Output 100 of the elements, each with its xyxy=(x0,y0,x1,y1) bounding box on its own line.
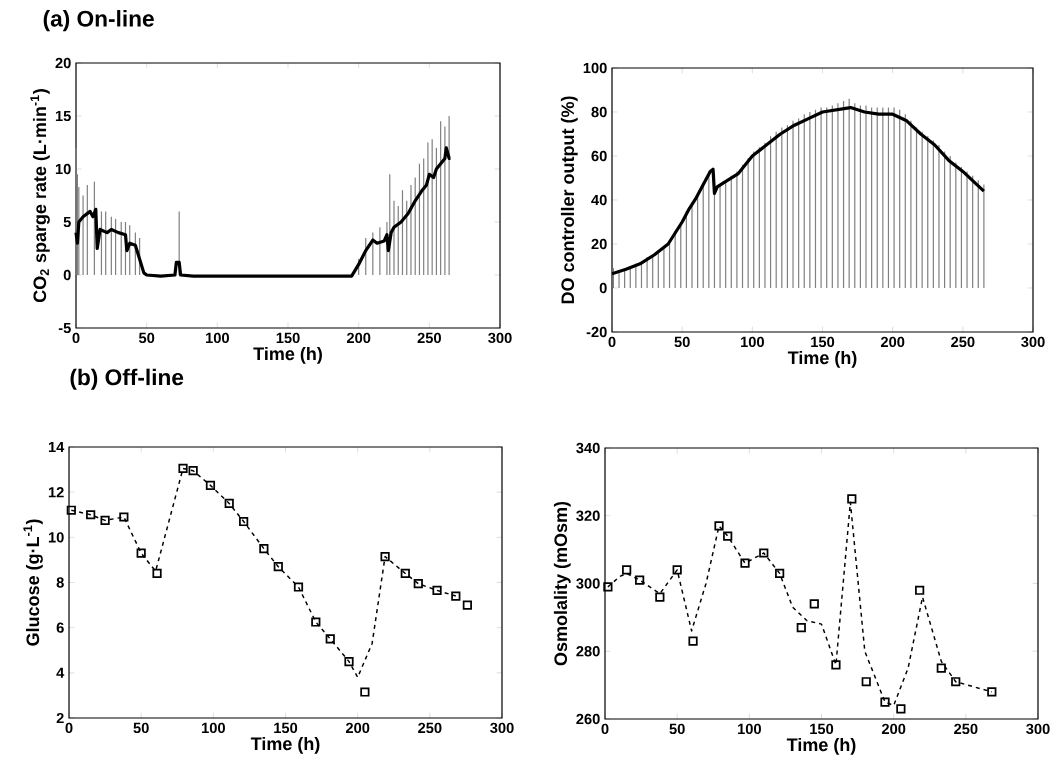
point xyxy=(224,498,234,509)
y-tick-label: 260 xyxy=(576,713,600,725)
x-tick-label: 250 xyxy=(418,722,442,734)
y-axis-title: Osmolality (mOsm) xyxy=(553,501,571,666)
point xyxy=(462,600,472,610)
point xyxy=(432,585,442,595)
point xyxy=(178,463,188,474)
x-tick-label: 250 xyxy=(954,723,978,735)
point xyxy=(688,636,698,646)
point xyxy=(915,585,925,595)
point xyxy=(847,494,857,504)
y-tick-label: 12 xyxy=(48,487,64,498)
x-axis-title: Time (h) xyxy=(253,346,322,364)
point xyxy=(413,579,423,589)
point xyxy=(987,687,997,697)
x-tick-label: 300 xyxy=(488,332,512,344)
x-tick-label: 150 xyxy=(811,336,835,348)
point xyxy=(205,480,216,490)
x-tick-label: 100 xyxy=(741,336,764,348)
chart-title: (a) On-line xyxy=(43,10,154,32)
y-tick-label: -20 xyxy=(586,326,607,338)
x-axis-title: Time (h) xyxy=(786,737,856,755)
point xyxy=(635,575,645,585)
point xyxy=(451,591,461,601)
point xyxy=(655,592,665,602)
y-tick-label: 20 xyxy=(591,238,607,250)
chart-title: (b) Off-line xyxy=(70,368,184,390)
y-tick-label: 15 xyxy=(55,110,71,122)
point xyxy=(293,582,304,592)
x-tick-label: 0 xyxy=(608,336,616,348)
y-tick-label: 10 xyxy=(48,532,64,543)
point xyxy=(100,515,110,525)
point xyxy=(831,660,841,670)
x-tick-label: 300 xyxy=(1026,723,1050,735)
point xyxy=(360,687,370,697)
y-tick-label: 8 xyxy=(56,577,64,588)
point xyxy=(188,466,198,476)
y-axis-title: DO controller output (%) xyxy=(560,96,578,304)
x-tick-label: 50 xyxy=(669,723,685,735)
x-tick-label: 250 xyxy=(951,336,975,348)
y-tick-label: 100 xyxy=(583,62,607,74)
y-tick-label: 20 xyxy=(55,57,71,69)
point xyxy=(136,548,146,558)
point xyxy=(344,656,354,667)
x-tick-label: 150 xyxy=(276,332,300,344)
x-tick-label: 50 xyxy=(674,336,690,348)
point xyxy=(66,505,76,515)
y-tick-label: 300 xyxy=(576,578,600,589)
x-tick-label: 250 xyxy=(417,332,441,344)
x-tick-label: 200 xyxy=(346,332,371,344)
point xyxy=(239,516,249,527)
y-axis-title: Glucose (g·L$^{-1}$) xyxy=(23,519,43,646)
point xyxy=(672,565,682,575)
y-tick-label: 0 xyxy=(63,269,71,281)
y-tick-label: 80 xyxy=(591,106,607,118)
point xyxy=(861,677,871,687)
point xyxy=(896,704,906,714)
point xyxy=(951,677,961,687)
point xyxy=(809,599,819,609)
y-tick-label: 5 xyxy=(63,216,71,228)
x-tick-label: 100 xyxy=(738,723,761,735)
x-tick-label: 200 xyxy=(345,722,370,734)
point xyxy=(775,568,785,578)
x-tick-label: 150 xyxy=(810,723,834,735)
point xyxy=(740,558,750,568)
y-tick-label: 340 xyxy=(576,442,600,454)
point xyxy=(400,568,410,579)
x-tick-label: 300 xyxy=(1021,336,1045,348)
y-tick-label: 60 xyxy=(591,150,607,162)
y-tick-label: 0 xyxy=(599,282,607,294)
y-tick-label: 4 xyxy=(56,667,65,678)
point xyxy=(880,697,890,707)
point xyxy=(325,634,335,644)
point xyxy=(936,663,946,673)
y-tick-label: 40 xyxy=(591,194,607,206)
x-tick-label: 100 xyxy=(206,332,229,344)
y-tick-label: 280 xyxy=(576,646,600,657)
x-axis-title: Time (h) xyxy=(250,736,320,754)
point xyxy=(723,531,733,541)
x-tick-label: 0 xyxy=(72,332,80,344)
point xyxy=(273,562,283,572)
x-tick-label: 300 xyxy=(490,722,514,734)
point xyxy=(152,568,162,579)
x-axis-title: Time (h) xyxy=(787,350,857,368)
y-tick-label: -5 xyxy=(58,322,71,334)
point xyxy=(714,521,724,531)
point xyxy=(311,617,321,627)
point xyxy=(86,510,96,520)
point xyxy=(259,544,269,554)
point xyxy=(380,551,390,562)
point xyxy=(603,582,613,592)
y-tick-label: 14 xyxy=(48,441,65,453)
y-tick-label: 6 xyxy=(56,622,64,633)
x-tick-label: 50 xyxy=(133,722,149,734)
y-tick-label: 2 xyxy=(56,712,64,724)
x-tick-label: 150 xyxy=(274,722,298,734)
point xyxy=(119,512,129,522)
point xyxy=(759,548,769,558)
y-tick-label: 10 xyxy=(55,163,71,175)
y-tick-label: 320 xyxy=(576,510,600,521)
